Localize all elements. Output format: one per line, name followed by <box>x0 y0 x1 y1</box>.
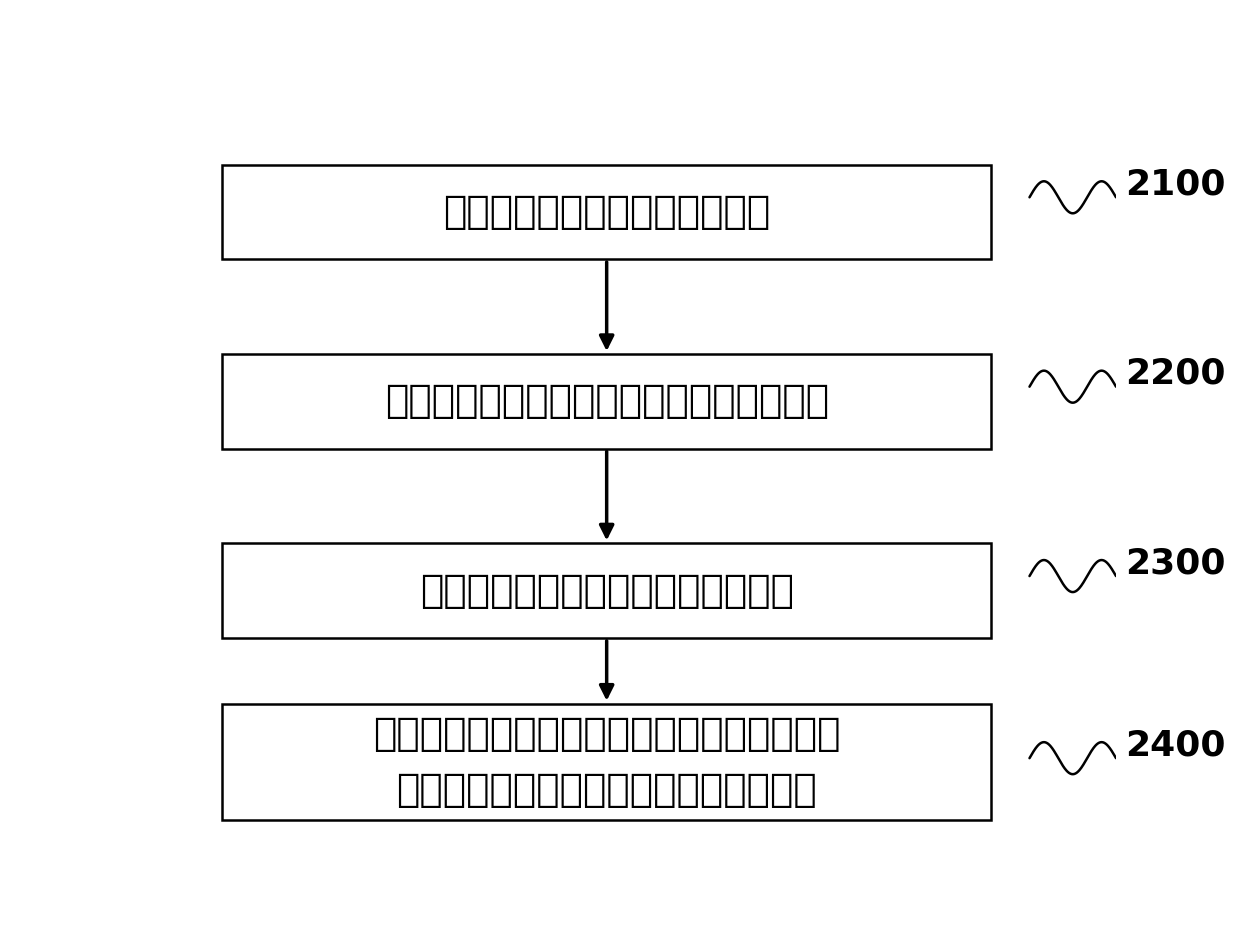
Text: 根据所述映射函数、所述实际交通测量以及实
际交通指标，计算得到待输出信号灯配时: 根据所述映射函数、所述实际交通测量以及实 际交通指标，计算得到待输出信号灯配时 <box>373 715 841 809</box>
FancyBboxPatch shape <box>222 704 991 820</box>
Text: 2300: 2300 <box>1126 546 1226 580</box>
Text: 2400: 2400 <box>1126 728 1226 762</box>
FancyBboxPatch shape <box>222 354 991 448</box>
Text: 根据所述训练样本进行训练，得到映射函数: 根据所述训练样本进行训练，得到映射函数 <box>384 382 828 420</box>
Text: 2100: 2100 <box>1126 167 1226 201</box>
Text: 2200: 2200 <box>1126 357 1226 391</box>
Text: 根据历史控制数据获取训练样本: 根据历史控制数据获取训练样本 <box>443 193 770 231</box>
FancyBboxPatch shape <box>222 165 991 259</box>
FancyBboxPatch shape <box>222 543 991 638</box>
Text: 获取实际交通测量以及实际交通指标: 获取实际交通测量以及实际交通指标 <box>419 571 794 609</box>
